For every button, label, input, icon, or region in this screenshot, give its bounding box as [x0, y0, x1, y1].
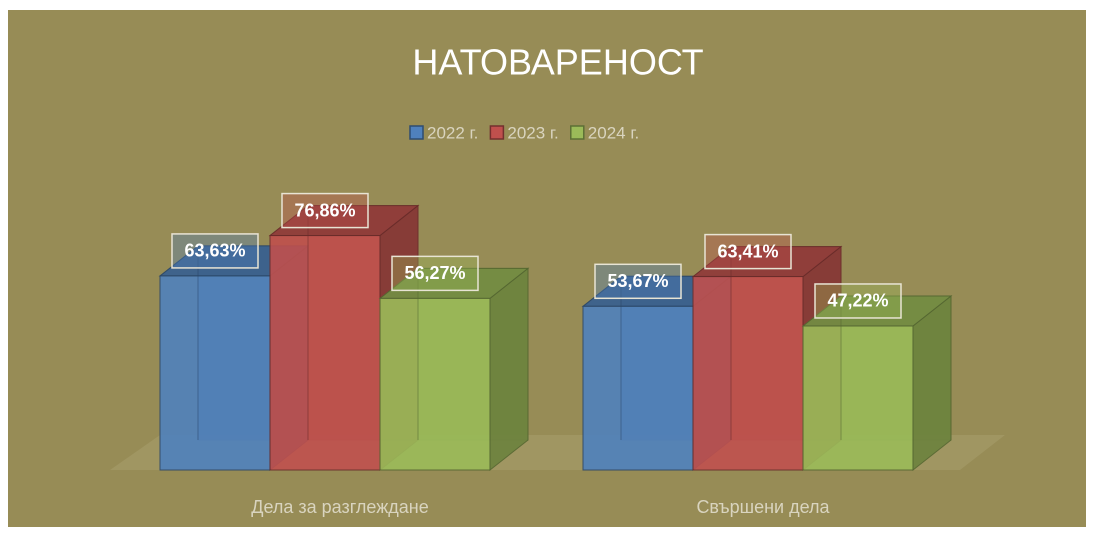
bar — [378, 267, 530, 472]
data-label-box — [704, 233, 792, 270]
data-label: 76,86% — [294, 200, 355, 220]
data-label: 47,22% — [827, 291, 888, 311]
bar-front — [379, 297, 491, 471]
data-label-box — [391, 255, 479, 292]
legend-swatch — [409, 125, 424, 140]
bar-side — [489, 267, 529, 472]
data-label-box — [281, 192, 369, 229]
data-label: 56,27% — [404, 263, 465, 283]
bar-front — [582, 305, 694, 471]
bar — [801, 294, 953, 472]
data-label: 63,41% — [717, 241, 778, 261]
legend-swatch — [489, 125, 505, 140]
data-label-box — [594, 263, 682, 300]
bar-front — [692, 276, 804, 471]
data-label-box — [814, 283, 902, 319]
x-tick-label: Свършени дела — [696, 497, 830, 517]
legend-label: 2023 г. — [507, 123, 558, 142]
chart-title: НАТОВАРЕНОСТ — [412, 42, 703, 83]
data-label: 53,67% — [607, 271, 668, 291]
data-label-box — [171, 233, 259, 269]
legend-label: 2022 г. — [427, 123, 478, 142]
bar-front — [269, 235, 381, 471]
bar-front — [802, 325, 914, 471]
x-tick-label: Дела за разглеждане — [251, 497, 428, 517]
bar-front — [159, 275, 271, 471]
legend-swatch — [570, 125, 585, 140]
legend-label: 2024 г. — [588, 123, 639, 142]
data-label: 63,63% — [184, 241, 245, 261]
